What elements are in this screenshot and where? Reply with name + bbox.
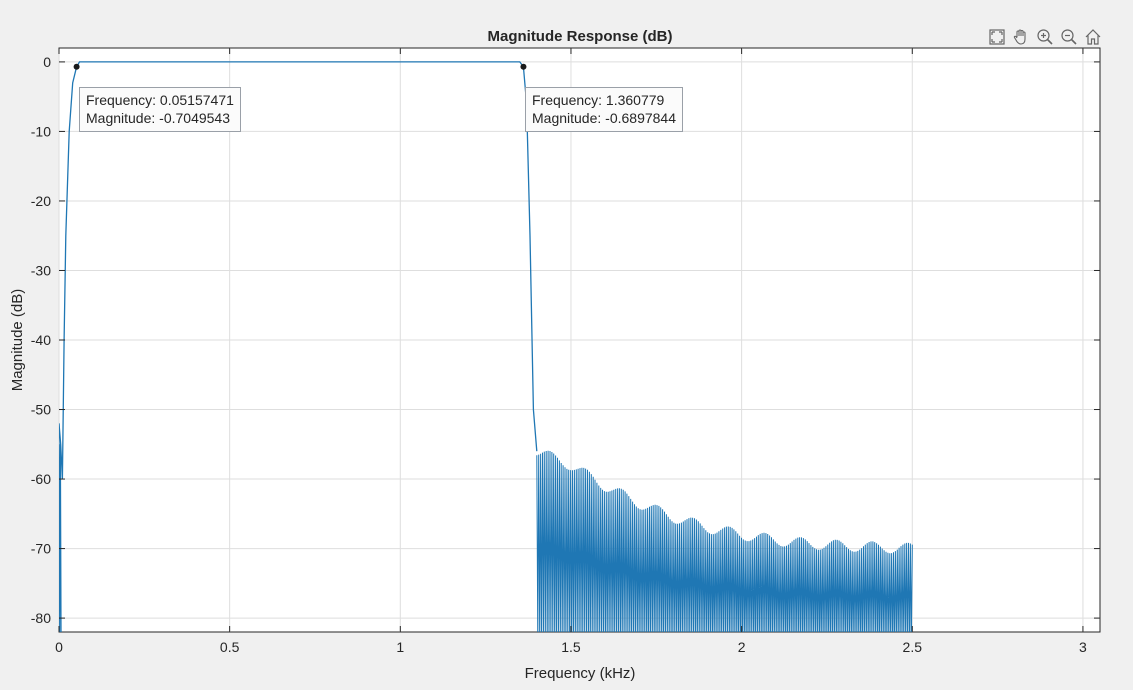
x-tick-label: 1: [396, 639, 404, 655]
datatip-1-frequency: Frequency: 0.05157471: [86, 92, 234, 108]
chart-title: Magnitude Response (dB): [487, 28, 672, 45]
dc-notch: [59, 423, 62, 632]
y-axis-label: Magnitude (dB): [9, 289, 26, 392]
pan-hand-icon[interactable]: [1010, 26, 1032, 48]
y-tick-label: -30: [31, 262, 51, 278]
datatip-2[interactable]: Frequency: 1.360779 Magnitude: -0.689784…: [525, 87, 683, 132]
datatip-2-frequency: Frequency: 1.360779: [532, 92, 665, 108]
datatip-2-magnitude: Magnitude: -0.6897844: [532, 110, 676, 126]
y-tick-label: -20: [31, 193, 51, 209]
home-icon[interactable]: [1082, 26, 1104, 48]
x-tick-label: 2.5: [903, 639, 923, 655]
x-tick-label: 1.5: [561, 639, 581, 655]
axes-toolbar: [986, 24, 1104, 50]
x-tick-label: 0: [55, 639, 63, 655]
x-tick-label: 2: [738, 639, 746, 655]
y-tick-label: -80: [31, 610, 51, 626]
axis-ticks: 0 0.5 1 1.5 2 2.5 3 0 -10 -20 -30 -40 -50 -60 -70 -80: [31, 48, 1100, 655]
y-tick-label: -10: [31, 123, 51, 139]
stopband-ripple: [536, 450, 913, 632]
zoom-in-icon[interactable]: [1034, 26, 1056, 48]
datatip-1[interactable]: Frequency: 0.05157471 Magnitude: -0.7049…: [79, 87, 241, 132]
datatip-1-magnitude: Magnitude: -0.7049543: [86, 110, 230, 126]
x-tick-label: 0.5: [220, 639, 240, 655]
x-tick-label: 3: [1079, 639, 1087, 655]
x-axis-label: Frequency (kHz): [525, 665, 636, 682]
datatip-markers: [73, 63, 527, 70]
restore-view-icon[interactable]: [986, 26, 1008, 48]
y-tick-label: 0: [43, 54, 51, 70]
y-tick-label: -60: [31, 471, 51, 487]
zoom-out-icon[interactable]: [1058, 26, 1080, 48]
y-tick-label: -50: [31, 402, 51, 418]
datatip-marker-2[interactable]: [520, 63, 527, 70]
datatip-marker-1[interactable]: [73, 63, 80, 70]
y-tick-label: -70: [31, 541, 51, 557]
y-tick-label: -40: [31, 332, 51, 348]
